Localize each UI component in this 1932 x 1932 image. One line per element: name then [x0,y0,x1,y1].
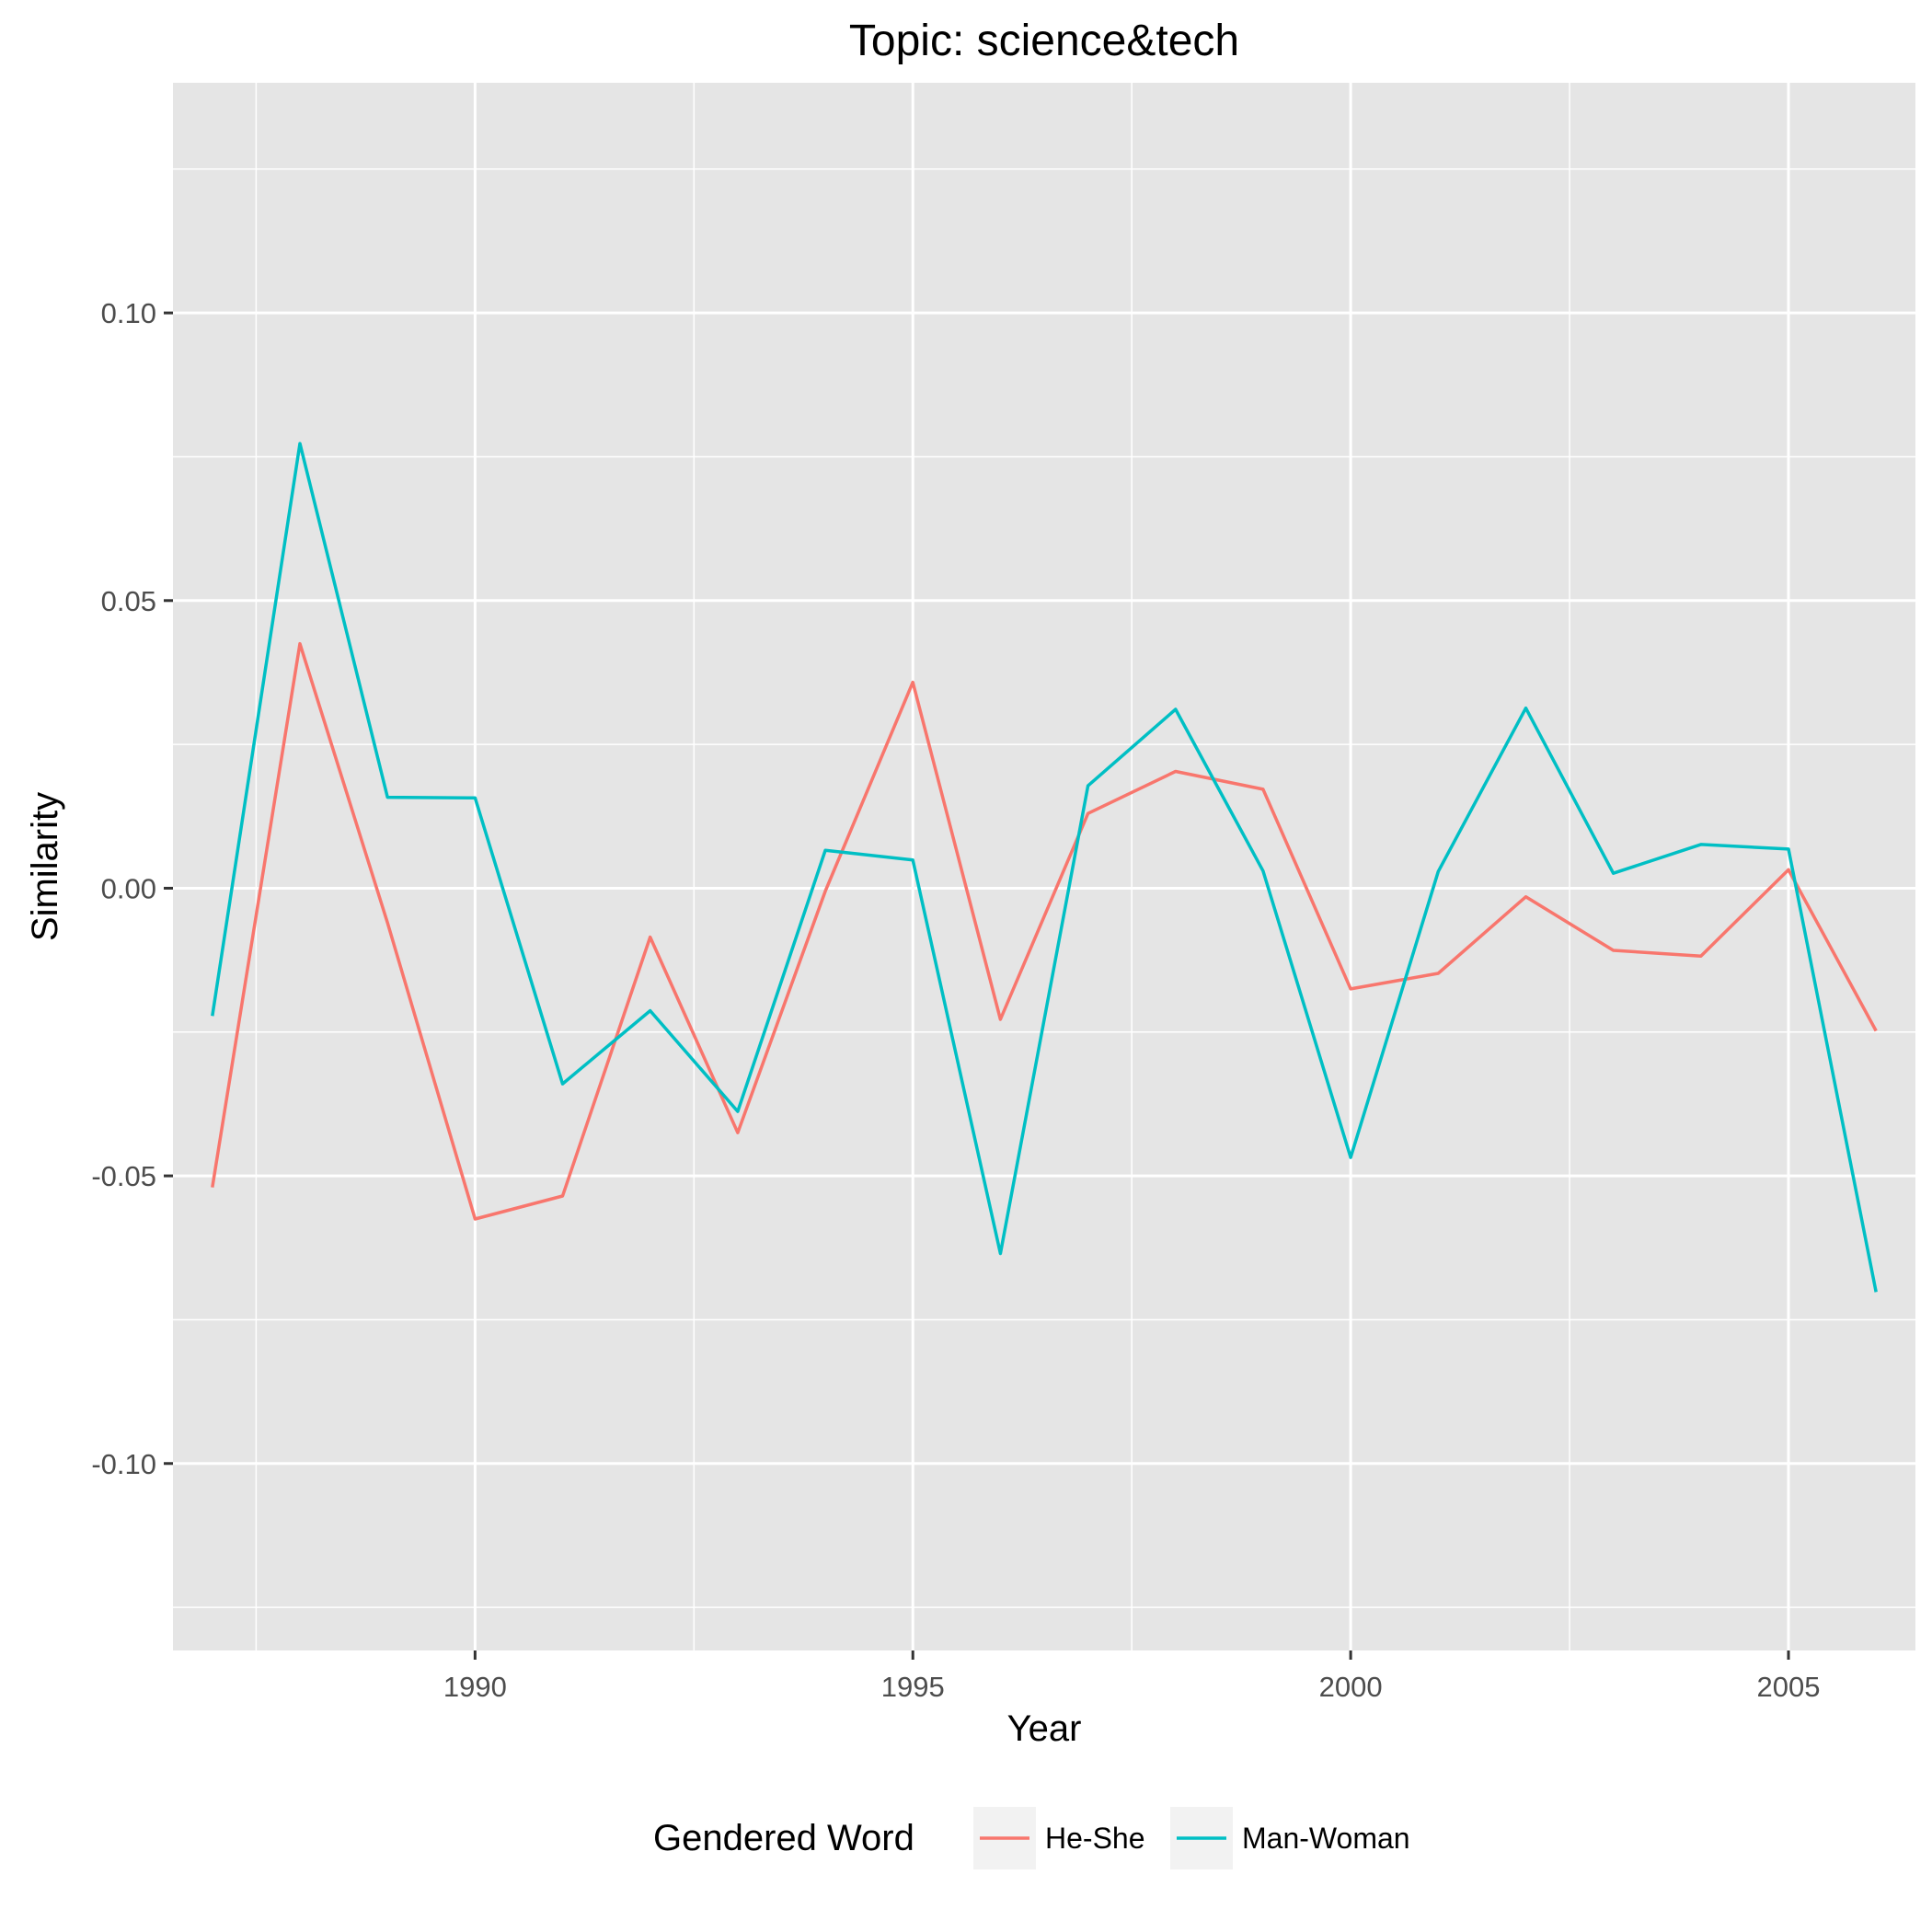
series-line-man-woman [211,442,1878,1293]
chart-title: Topic: science&tech [849,17,1239,65]
y-tick-label: -0.05 [91,1160,156,1192]
legend-title: Gendered Word [653,1818,914,1858]
x-axis-title: Year [1007,1708,1082,1749]
minor-gridlines [173,83,1915,1650]
x-axis: 1990 1995 2000 2005 [443,1650,1821,1703]
panel-background [173,83,1915,1650]
y-tick-label: 0.00 [101,872,156,904]
y-axis: -0.10 -0.05 0.00 0.05 0.10 [91,297,173,1480]
series-line-he-she [211,641,1878,1221]
x-tick-label: 2005 [1757,1671,1821,1703]
y-tick-label: 0.10 [101,297,156,329]
y-axis-title: Similarity [25,792,65,941]
legend-label-he-she: He-She [1045,1822,1145,1855]
series-lines [211,442,1878,1293]
major-gridlines [173,83,1915,1650]
x-tick-label: 1990 [443,1671,507,1703]
y-tick-label: 0.05 [101,585,156,617]
legend: Gendered Word He-She Man-Woman [653,1807,1410,1869]
y-tick-label: -0.10 [91,1448,156,1480]
x-tick-label: 1995 [881,1671,945,1703]
x-tick-label: 2000 [1319,1671,1383,1703]
legend-label-man-woman: Man-Woman [1242,1822,1410,1855]
